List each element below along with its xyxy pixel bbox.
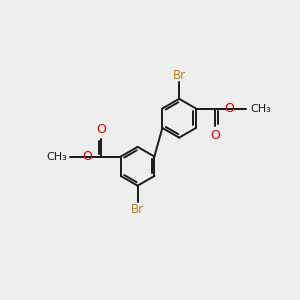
Text: Br: Br xyxy=(131,203,144,216)
Text: O: O xyxy=(96,123,106,136)
Text: O: O xyxy=(224,102,234,115)
Text: O: O xyxy=(210,129,220,142)
Text: CH₃: CH₃ xyxy=(250,103,271,113)
Text: CH₃: CH₃ xyxy=(46,152,67,162)
Text: Br: Br xyxy=(172,69,186,82)
Text: O: O xyxy=(82,150,92,163)
